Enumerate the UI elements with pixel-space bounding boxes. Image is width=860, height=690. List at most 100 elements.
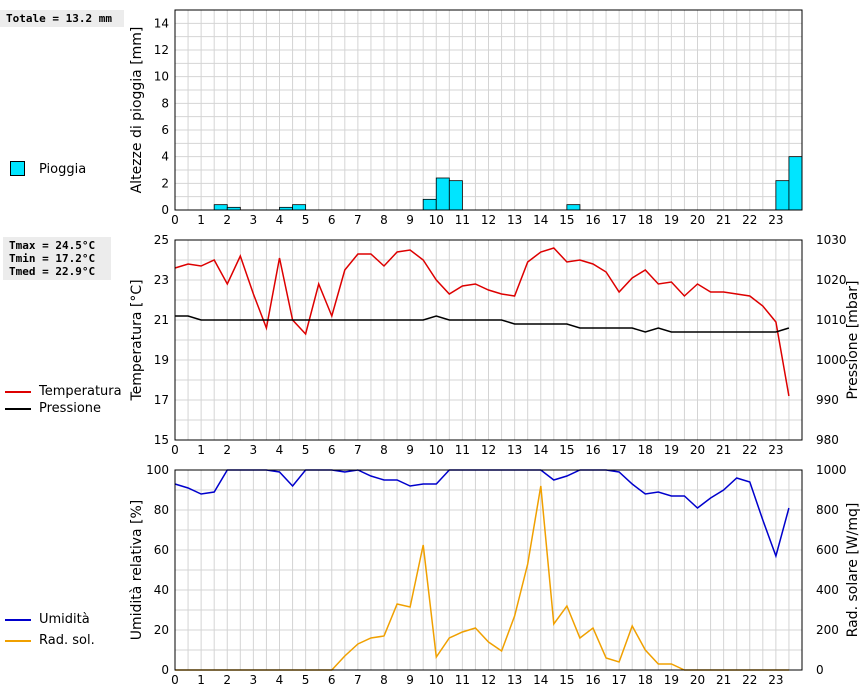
y-tick-label: 25 [154,233,169,247]
x-tick-label: 12 [481,213,496,227]
y-tick-label: 17 [154,393,169,407]
rain-legend-swatch [10,161,25,176]
x-tick-label: 19 [664,213,679,227]
y-tick-label: 2 [161,176,169,190]
x-tick-label: 10 [429,673,444,687]
x-tick-label: 17 [611,673,626,687]
x-tick-label: 9 [406,213,414,227]
x-tick-label: 22 [742,213,757,227]
x-tick-label: 12 [481,443,496,457]
x-tick-label: 11 [455,443,470,457]
x-tick-label: 13 [507,443,522,457]
x-tick-label: 8 [380,213,388,227]
x-tick-label: 5 [302,443,310,457]
rain-bar [435,177,450,211]
y2-tick-label: 800 [816,503,839,517]
y-tick-label: 40 [154,583,169,597]
x-tick-label: 0 [171,213,179,227]
radiation-legend-label: Rad. sol. [39,633,95,648]
y-tick-label: 15 [154,433,169,447]
rain-bar [788,156,803,211]
x-tick-label: 0 [171,443,179,457]
y-tick-label: 19 [154,353,169,367]
x-tick-label: 20 [690,673,705,687]
rain-bar [213,204,228,211]
x-tick-label: 7 [354,213,362,227]
x-tick-label: 17 [611,213,626,227]
y-tick-label: 10 [154,70,169,84]
rain-total-box: Totale = 13.2 mm [0,10,124,27]
x-tick-label: 7 [354,443,362,457]
radiation-line [175,485,789,671]
x-tick-label: 3 [250,673,258,687]
y-tick-label: 60 [154,543,169,557]
y-tick-label: 6 [161,123,169,137]
radiation-legend-swatch [5,640,31,642]
x-tick-label: 18 [638,213,653,227]
x-tick-label: 23 [768,213,783,227]
x-tick-label: 13 [507,213,522,227]
x-tick-label: 11 [455,673,470,687]
rain-bar [775,180,790,211]
x-tick-label: 17 [611,443,626,457]
y-tick-label: 100 [146,463,169,477]
x-tick-label: 22 [742,673,757,687]
y-tick-label: 14 [154,16,169,30]
pressure-legend-swatch [5,408,31,410]
plot-frame [174,239,803,441]
y-tick-label: 0 [161,203,169,217]
x-tick-label: 16 [585,673,600,687]
rain-legend-label: Pioggia [39,162,87,177]
temperature-legend-label: Temperatura [39,384,122,399]
x-tick-label: 4 [276,443,284,457]
x-tick-label: 21 [716,443,731,457]
x-tick-label: 2 [223,213,231,227]
x-tick-label: 1 [197,443,205,457]
x-tick-label: 15 [559,213,574,227]
rain-bar [448,180,463,211]
x-tick-label: 18 [638,443,653,457]
rain-bar [566,204,581,211]
x-tick-label: 21 [716,673,731,687]
x-tick-label: 14 [533,213,548,227]
y-tick-label: 20 [154,623,169,637]
pressure-line [175,315,790,333]
rain-total-text: Totale = 13.2 mm [6,12,112,25]
tmed-text: Tmed = 22.9°C [9,265,96,278]
y2-tick-label: 990 [816,393,839,407]
y2-tick-label: 1000 [816,353,847,367]
y2-tick-label: 600 [816,543,839,557]
x-tick-label: 0 [171,673,179,687]
y-tick-label: 21 [154,313,169,327]
x-tick-label: 6 [328,673,336,687]
y2-axis-label: Rad. solare [W/mq] [845,503,860,638]
x-tick-label: 9 [406,443,414,457]
x-tick-label: 8 [380,673,388,687]
humidity-line [174,469,790,559]
rain-bar [422,198,437,211]
temperature-stats-box: Tmax = 24.5°C Tmin = 17.2°C Tmed = 22.9°… [3,237,111,280]
y-tick-label: 23 [154,273,169,287]
x-tick-label: 9 [406,673,414,687]
y-tick-label: 12 [154,43,169,57]
x-tick-label: 7 [354,673,362,687]
y2-tick-label: 200 [816,623,839,637]
tmin-text: Tmin = 17.2°C [9,252,96,265]
x-tick-label: 1 [197,673,205,687]
plot-frame [174,9,803,211]
y2-axis-label: Pressione [mbar] [845,280,860,399]
x-tick-label: 15 [559,673,574,687]
y-axis-label: Altezze di pioggia [mm] [129,27,145,194]
x-tick-label: 18 [638,673,653,687]
x-tick-label: 19 [664,443,679,457]
x-tick-label: 23 [768,673,783,687]
y2-tick-label: 1020 [816,273,847,287]
humidity-legend-swatch [5,619,31,621]
x-tick-label: 5 [302,673,310,687]
x-tick-label: 21 [716,213,731,227]
y-axis-label: Temperatura [°C] [129,279,145,401]
x-tick-label: 14 [533,443,548,457]
rain-bar [292,204,307,211]
x-tick-label: 2 [223,673,231,687]
